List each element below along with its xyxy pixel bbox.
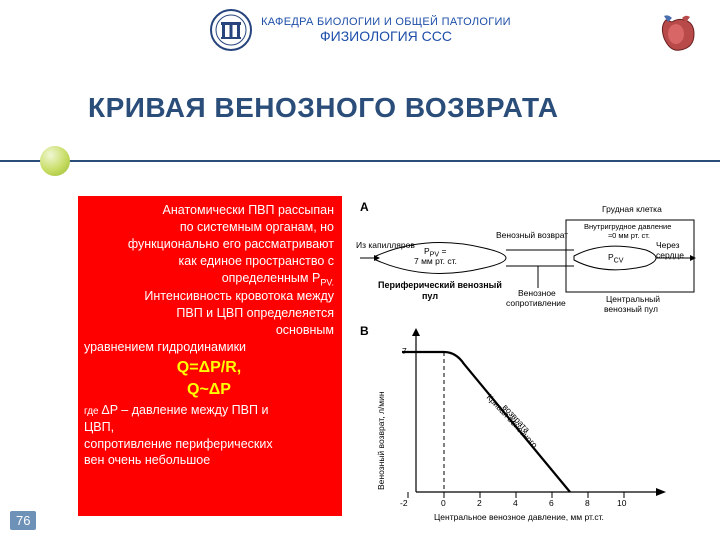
title-underline xyxy=(0,160,720,162)
text-line: Анатомически ПВП рассыпан xyxy=(84,202,334,219)
text-line: функционально его рассматривают xyxy=(84,236,334,253)
label-resistance: Венозное xyxy=(518,288,556,298)
y-axis-label: Венозный возврат, л/мин xyxy=(376,340,386,490)
label-through-heart: Через сердце xyxy=(656,240,702,260)
text-line: ЦВП, xyxy=(84,419,334,436)
label-central-pool2: венозный пул xyxy=(604,304,658,314)
label-peripheral-pool: Периферический венозный xyxy=(378,280,502,290)
label-pcv: PCV xyxy=(608,252,624,265)
text-line: где ΔP – давление между ПВП и xyxy=(84,402,334,419)
x-axis-label: Центральное венозное давление, мм рт.ст. xyxy=(434,512,604,522)
label-flow: Венозный возврат xyxy=(496,230,568,240)
university-logo-icon xyxy=(209,8,253,52)
label-resistance2: сопротивление xyxy=(506,298,566,308)
department-label: КАФЕДРА БИОЛОГИИ И ОБЩЕЙ ПАТОЛОГИИ xyxy=(261,16,511,28)
label-left: Из капилляров xyxy=(356,240,415,250)
heart-anatomy-icon xyxy=(654,12,702,54)
subject-label: ФИЗИОЛОГИЯ ССС xyxy=(261,28,511,44)
label-ppv-val: 7 мм рт. ст. xyxy=(414,256,457,266)
diagram-panel-a: А Из капилляров PPV = 7 мм рт. ст. Веноз… xyxy=(356,198,702,318)
chart-panel-b: В -2 0 2 4 6 8 10 7 Венозный возврат, л/… xyxy=(356,322,702,528)
slide-title: КРИВАЯ ВЕНОЗНОГО ВОЗВРАТА xyxy=(88,92,559,124)
xtick: 2 xyxy=(477,498,482,508)
slide-header: КАФЕДРА БИОЛОГИИ И ОБЩЕЙ ПАТОЛОГИИ ФИЗИО… xyxy=(0,8,720,52)
xtick: 6 xyxy=(549,498,554,508)
xtick: 8 xyxy=(585,498,590,508)
text-line: вен очень небольшое xyxy=(84,452,334,469)
formula-line: Q~ΔP xyxy=(84,379,334,401)
xtick: 0 xyxy=(441,498,446,508)
text-line: Интенсивность кровотока между xyxy=(84,288,334,305)
text-line: основным xyxy=(84,322,334,339)
xtick: -2 xyxy=(400,498,408,508)
label-peripheral-pool2: пул xyxy=(422,291,438,301)
label-central-pool: Центральный xyxy=(606,294,660,304)
text-line: сопротивление периферических xyxy=(84,436,334,453)
text-line: определенным PPV. xyxy=(84,270,334,289)
label-intrathoracic2: ≈0 мм рт. ст. xyxy=(608,231,650,240)
text-line: ПВП и ЦВП определеяется xyxy=(84,305,334,322)
label-chest: Грудная клетка xyxy=(602,204,662,214)
label-intrathoracic: Внутригрудное давление xyxy=(584,222,671,231)
xtick: 4 xyxy=(513,498,518,508)
ytick: 7 xyxy=(402,346,407,356)
text-line: уравнением гидродинамики xyxy=(84,339,334,356)
page-number: 76 xyxy=(10,511,36,530)
xtick: 10 xyxy=(617,498,626,508)
bullet-icon xyxy=(40,146,70,176)
description-panel: Анатомически ПВП рассыпан по системным о… xyxy=(78,196,342,516)
formula-line: Q=ΔP/R, xyxy=(84,357,334,379)
text-line: по системным органам, но xyxy=(84,219,334,236)
text-line: как единое пространство с xyxy=(84,253,334,270)
